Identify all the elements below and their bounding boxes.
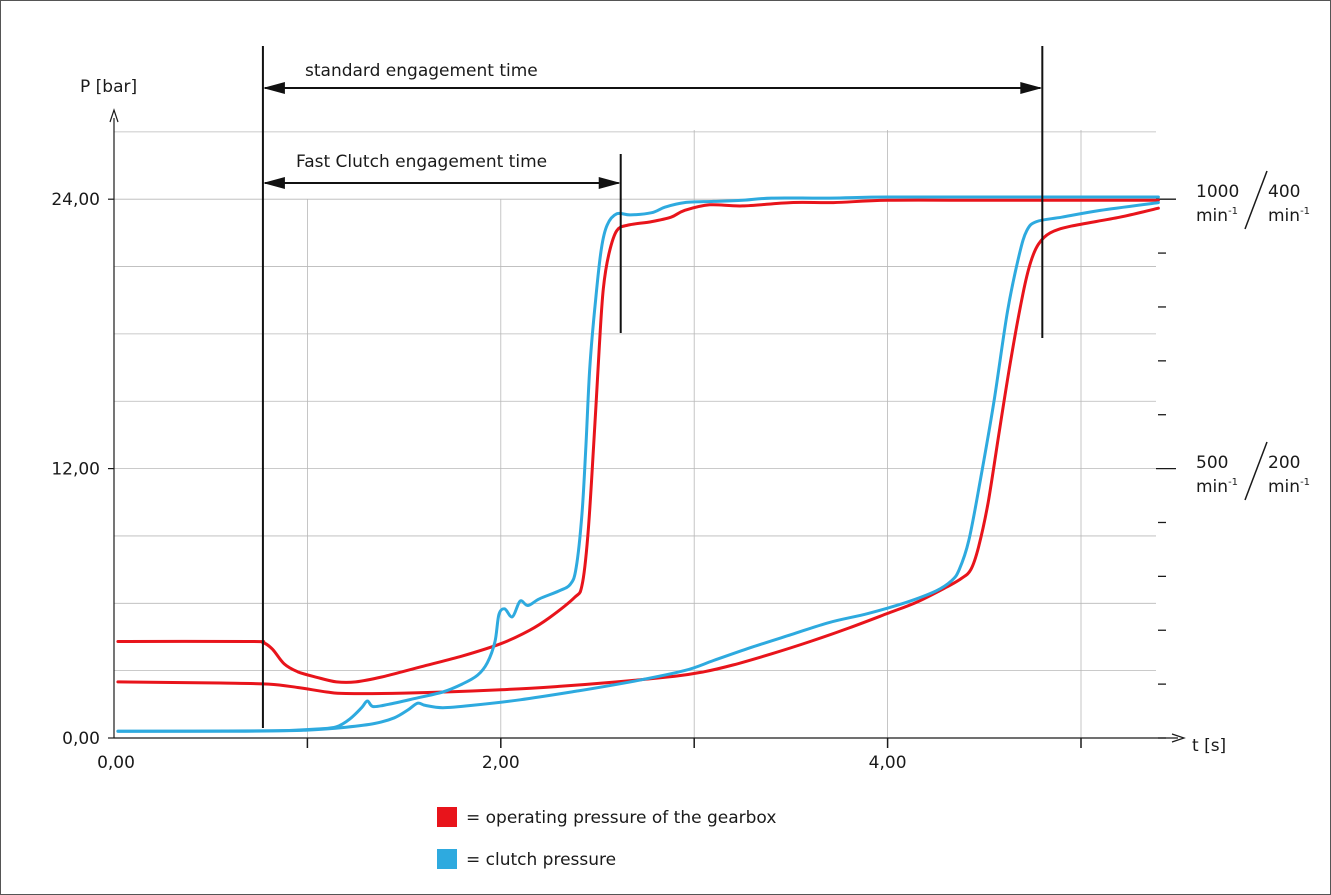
rpm-lower-slash	[1244, 441, 1268, 501]
rpm-upper-right-value: 400	[1268, 182, 1300, 202]
x-tick-label: 2,00	[482, 753, 520, 773]
legend-label-clutch-pressure: = clutch pressure	[466, 850, 616, 870]
series-layer	[116, 195, 1160, 733]
rpm-lower-right-value: 200	[1268, 453, 1300, 473]
rpm-upper-left-unit: min-1	[1196, 206, 1238, 226]
fast-engagement-arrow-head-left	[262, 177, 285, 189]
fast-engagement-arrow	[262, 177, 621, 189]
x-tick-label: 4,00	[869, 753, 907, 773]
rpm-upper-left-value: 1000	[1196, 182, 1239, 202]
legend-swatch-clutch-pressure	[437, 849, 457, 869]
standard-engagement-label: standard engagement time	[305, 61, 538, 81]
series-line-clutch-pressure	[116, 195, 1160, 733]
series-line-clutch-pressure	[116, 201, 1160, 733]
rpm-lower-right-unit: min-1	[1268, 477, 1310, 497]
rpm-lower-left-value: 500	[1196, 453, 1228, 473]
y-tick-label: 0,00	[62, 729, 100, 749]
standard-engagement-arrow-head-right	[1020, 82, 1043, 94]
axes: 0,00 2,00 4,00 0,00 12,00 24,00	[51, 108, 1186, 773]
y-tick-label: 12,00	[51, 460, 100, 480]
legend-swatch-operating-pressure	[437, 807, 457, 827]
y-tick-label: 24,00	[51, 190, 100, 210]
fast-clutch-engagement-label: Fast Clutch engagement time	[296, 152, 547, 172]
series-line-operating-pressure	[116, 198, 1160, 684]
rpm-upper-slash	[1244, 170, 1268, 230]
x-tick-label: 0,00	[97, 753, 135, 773]
standard-engagement-arrow	[262, 82, 1043, 94]
fast-engagement-arrow-head-right	[598, 177, 621, 189]
rpm-lower-left-unit: min-1	[1196, 477, 1238, 497]
rpm-upper-right-unit: min-1	[1268, 206, 1310, 226]
annotations	[261, 46, 1044, 728]
x-axis-arrow	[1171, 733, 1186, 743]
series-line-operating-pressure	[116, 206, 1160, 696]
x-axis-label: t [s]	[1192, 736, 1226, 756]
standard-engagement-arrow-head-left	[262, 82, 285, 94]
y-axis-label: P [bar]	[80, 77, 137, 97]
legend-label-operating-pressure: = operating pressure of the gearbox	[466, 808, 776, 828]
y-axis-arrow	[109, 108, 119, 123]
